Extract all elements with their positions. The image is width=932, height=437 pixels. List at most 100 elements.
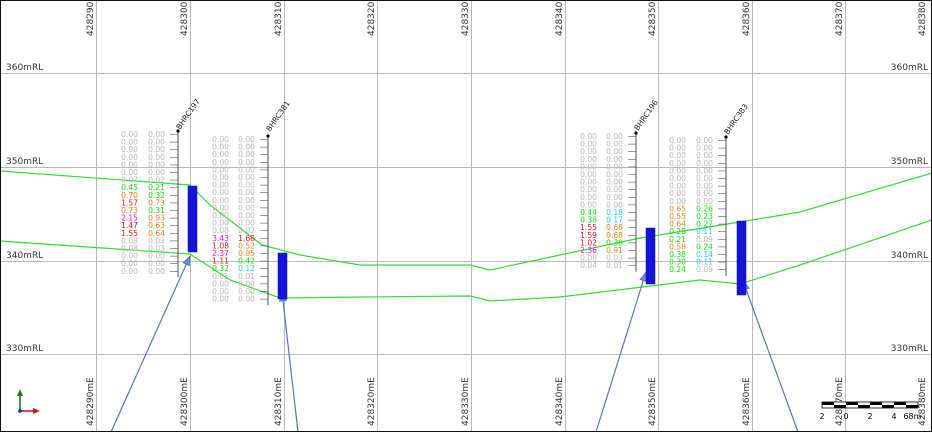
grade-value-a: 0.00	[121, 168, 138, 177]
grade-value-b: 0.00	[696, 189, 713, 198]
grade-value-b: 0.52	[238, 241, 255, 250]
drill-trace	[742, 280, 799, 433]
easting-label: 428360mE	[742, 0, 752, 36]
grade-value-b: 0.00	[238, 143, 255, 152]
grade-value-b: 1.68	[238, 234, 255, 243]
grade-value-a: 2.37	[212, 249, 229, 258]
grade-value-b: 0.11	[696, 227, 713, 236]
scale-bar-segment	[882, 405, 894, 408]
grade-value-a: 0.21	[669, 235, 686, 244]
grade-value-a: 0.08	[121, 236, 138, 245]
grade-value-a: 0.24	[669, 265, 686, 274]
collar-marker	[176, 129, 180, 133]
mineralised-intervals	[187, 185, 747, 300]
grade-value-b: 0.00	[606, 170, 623, 179]
rl-label-left: 350mRL	[6, 157, 43, 167]
hole-name-label: BHRC381	[264, 99, 292, 133]
rl-label-right: 340mRL	[891, 251, 928, 261]
hole-name-label: BHRC196	[632, 98, 660, 132]
scale-bar-segment	[906, 405, 918, 408]
mineralised-interval	[187, 185, 198, 253]
grade-value-a: 0.64	[669, 220, 686, 229]
grade-value-b: 0.00	[148, 145, 165, 154]
grade-value-a: 2.15	[121, 214, 138, 223]
easting-label: 428340mE	[555, 377, 565, 426]
grade-value-b: 0.00	[148, 267, 165, 276]
axis-up-arrow	[17, 389, 23, 396]
easting-label: 428330mE	[461, 0, 471, 36]
collar-marker	[634, 131, 638, 135]
grade-value-b: 0.91	[606, 246, 623, 255]
grade-value-b: 0.01	[238, 272, 255, 281]
scale-bar-segment	[870, 402, 882, 405]
grade-value-b: 0.00	[148, 160, 165, 169]
grade-value-b: 0.00	[696, 136, 713, 145]
grade-value-a: 0.00	[212, 135, 229, 144]
grade-value-b: 0.00	[148, 259, 165, 268]
grade-value-b: 0.14	[696, 250, 713, 259]
grade-value-b: 0.00	[238, 158, 255, 167]
grade-value-b: 0.00	[606, 178, 623, 187]
grade-value-b: 0.02	[148, 176, 165, 185]
grade-value-a: 0.00	[212, 196, 229, 205]
grade-value-a: 0.00	[121, 145, 138, 154]
rl-label-right: 360mRL	[891, 63, 928, 73]
hole-name-label: BHRC197	[174, 97, 202, 131]
easting-label: 428300mE	[180, 0, 190, 36]
grade-value-b: 0.26	[696, 204, 713, 213]
grade-value-a: 0.00	[121, 138, 138, 147]
grade-value-b: 0.00	[238, 196, 255, 205]
grade-value-a: 0.00	[669, 197, 686, 206]
grade-value-a: 0.00	[212, 279, 229, 288]
grade-value-b: 0.00	[238, 279, 255, 288]
scale-bar-segment	[846, 402, 858, 405]
grade-value-b: 0.00	[696, 166, 713, 175]
grade-value-a: 0.00	[121, 130, 138, 139]
grade-value-b: 0.00	[238, 135, 255, 144]
grade-value-a: 0.00	[580, 170, 597, 179]
grade-value-b: 0.00	[606, 185, 623, 194]
grade-value-b: 0.18	[606, 208, 623, 217]
grade-value-a: 0.00	[212, 295, 229, 304]
mineralised-interval	[736, 220, 747, 296]
grade-value-a: 0.00	[212, 165, 229, 174]
easting-label: 428310mE	[274, 377, 284, 426]
grade-value-a: 0.73	[121, 206, 138, 215]
grade-value-a: 1.11	[212, 257, 229, 266]
drill-trace	[595, 271, 647, 433]
grade-value-a: 0.00	[669, 136, 686, 145]
scale-bar-segment	[834, 405, 846, 408]
grade-value-a: 1.02	[580, 238, 597, 247]
grade-value-a: 0.00	[580, 140, 597, 149]
grade-value-a: 0.00	[212, 173, 229, 182]
grade-value-a: 0.00	[121, 252, 138, 261]
grade-value-a: 0.00	[212, 150, 229, 159]
grade-value-a: 0.08	[212, 226, 229, 235]
grade-value-b: 0.00	[148, 130, 165, 139]
grade-value-a: 0.00	[669, 144, 686, 153]
grade-value-b: 0.00	[606, 147, 623, 156]
grade-value-a: 0.00	[580, 178, 597, 187]
grade-value-b: 0.03	[148, 244, 165, 253]
easting-label: 428380mE	[918, 0, 928, 36]
axis-right-arrow	[33, 408, 40, 414]
lower-surface-line	[0, 219, 932, 302]
grade-value-b: 0.63	[148, 221, 165, 230]
grade-value-b: 0.31	[148, 206, 165, 215]
grade-value-b: 0.03	[148, 236, 165, 245]
grade-value-b: 0.12	[238, 264, 255, 273]
grade-value-a: 0.07	[121, 176, 138, 185]
drill-trace	[281, 291, 299, 433]
grade-value-a: 0.00	[580, 200, 597, 209]
grade-value-a: 0.00	[580, 185, 597, 194]
grade-value-b: 0.00	[148, 153, 165, 162]
grade-value-b: 0.00	[696, 182, 713, 191]
drill-trace	[110, 255, 191, 433]
grade-value-b: 0.00	[238, 295, 255, 304]
grade-value-a: 1.55	[580, 223, 597, 232]
grade-value-b: 0.00	[696, 151, 713, 160]
grade-value-a: 0.04	[580, 261, 597, 270]
